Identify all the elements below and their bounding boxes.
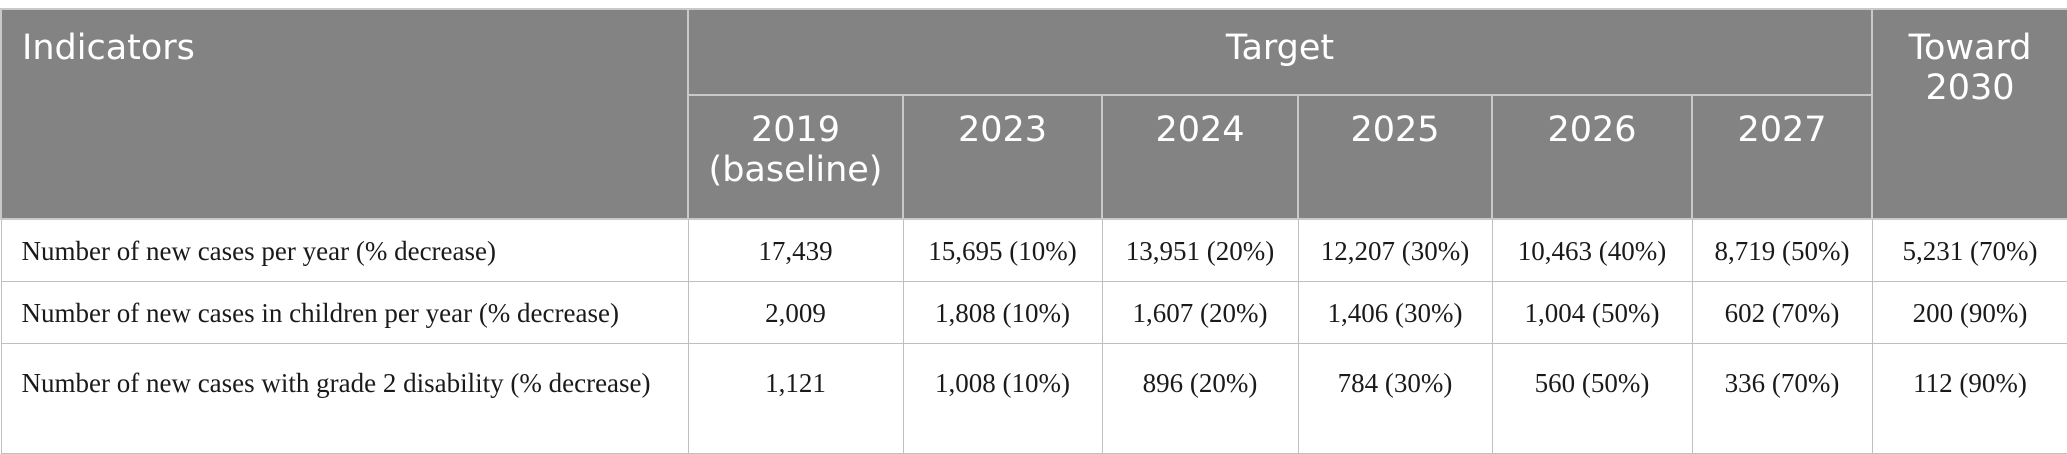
table-cell: 1,607 (20%) <box>1101 280 1299 344</box>
table-cell: 10,463 (40%) <box>1491 218 1693 282</box>
table-cell: 1,406 (30%) <box>1297 280 1493 344</box>
table-body: Number of new cases per year (% decrease… <box>0 218 2067 454</box>
row-label: Number of new cases with grade 2 disabil… <box>0 342 689 454</box>
header-row-top: Indicators Target Toward 2030 <box>0 8 2067 220</box>
table-cell: 17,439 <box>687 218 904 282</box>
row-label: Number of new cases per year (% decrease… <box>0 218 689 282</box>
header-year-2027: 2027 <box>1690 94 1874 220</box>
header-target: Target <box>686 8 1874 96</box>
header-year-2024: 2024 <box>1101 94 1299 220</box>
table-cell: 2,009 <box>687 280 904 344</box>
header-row-years: 2019 (baseline) 2023 2024 2025 2026 2027 <box>1 94 2067 220</box>
table-header: Indicators Target Toward 2030 2019 (base… <box>0 8 2067 220</box>
header-indicators: Indicators <box>0 8 689 220</box>
table-cell: 15,695 (10%) <box>902 218 1103 282</box>
table-cell: 336 (70%) <box>1691 342 1873 454</box>
table-row: Number of new cases with grade 2 disabil… <box>0 342 2067 454</box>
row-label: Number of new cases in children per year… <box>0 280 689 344</box>
table-cell: 1,004 (50%) <box>1491 280 1693 344</box>
targets-table-container: Indicators Target Toward 2030 2019 (base… <box>0 8 2067 454</box>
table-cell: 560 (50%) <box>1491 342 1693 454</box>
table-cell: 784 (30%) <box>1297 342 1493 454</box>
header-year-2025: 2025 <box>1297 94 1493 220</box>
table-cell: 1,808 (10%) <box>902 280 1103 344</box>
table-cell: 5,231 (70%) <box>1871 218 2067 282</box>
targets-table: Indicators Target Toward 2030 2019 (base… <box>0 8 2067 454</box>
table-cell: 1,008 (10%) <box>902 342 1103 454</box>
header-year-2023: 2023 <box>902 94 1103 220</box>
table-row: Number of new cases per year (% decrease… <box>0 218 2067 282</box>
table-cell: 602 (70%) <box>1691 280 1873 344</box>
table-cell: 12,207 (30%) <box>1297 218 1493 282</box>
header-year-2019: 2019 (baseline) <box>687 94 904 220</box>
table-cell: 8,719 (50%) <box>1691 218 1873 282</box>
table-cell: 896 (20%) <box>1101 342 1299 454</box>
table-cell: 200 (90%) <box>1871 280 2067 344</box>
header-toward-2030: Toward 2030 <box>1871 8 2067 220</box>
table-cell: 1,121 <box>687 342 904 454</box>
header-year-2026: 2026 <box>1491 94 1693 220</box>
table-cell: 13,951 (20%) <box>1101 218 1299 282</box>
table-row: Number of new cases in children per year… <box>0 280 2067 344</box>
table-cell: 112 (90%) <box>1871 342 2067 454</box>
